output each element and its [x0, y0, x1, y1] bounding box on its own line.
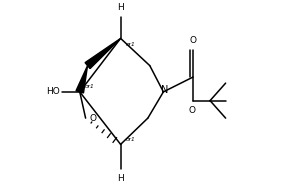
- Text: or1: or1: [85, 84, 94, 89]
- Text: O: O: [89, 114, 96, 123]
- Text: or1: or1: [126, 42, 136, 47]
- Text: or1: or1: [126, 137, 135, 142]
- Polygon shape: [85, 38, 121, 69]
- Text: H: H: [117, 3, 124, 12]
- Polygon shape: [76, 66, 87, 93]
- Text: O: O: [189, 36, 196, 45]
- Text: N: N: [161, 85, 168, 95]
- Text: O: O: [188, 106, 195, 115]
- Text: H: H: [117, 174, 124, 183]
- Text: HO: HO: [47, 87, 60, 96]
